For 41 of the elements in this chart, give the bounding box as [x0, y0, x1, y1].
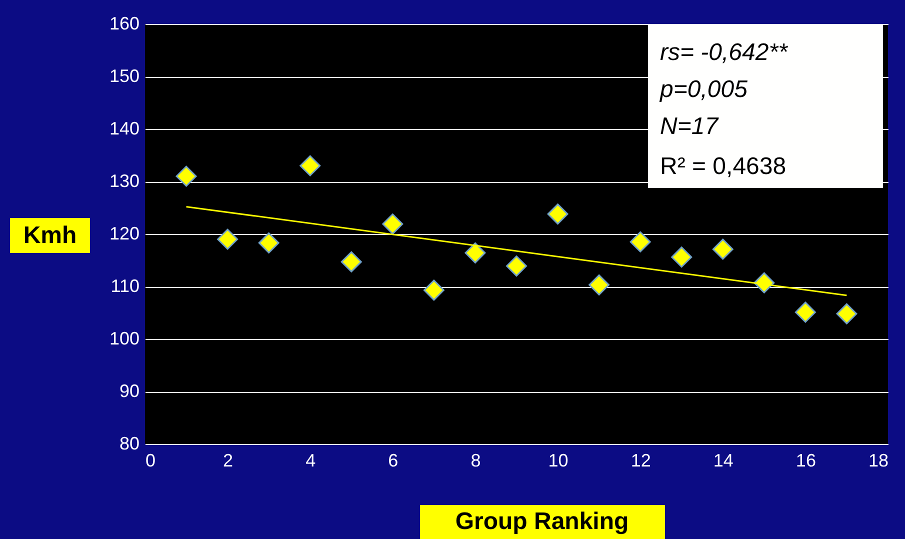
- x-tick-label: 2: [223, 450, 234, 470]
- point: [217, 228, 238, 250]
- y-tick-label: 130: [109, 171, 140, 191]
- point: [382, 214, 404, 235]
- y-axis-title: Kmh: [23, 222, 77, 249]
- x-tick-label: 16: [796, 450, 816, 470]
- y-tick-label: 160: [109, 14, 140, 34]
- x-tick-label: 4: [306, 450, 316, 470]
- y-tick-label: 80: [119, 434, 140, 454]
- point: [588, 274, 610, 296]
- annotation: N=17: [660, 113, 720, 140]
- y-tick-label: 120: [109, 224, 140, 244]
- x-tick-label: 0: [146, 450, 156, 470]
- annotation: R² = 0,4638: [660, 153, 786, 180]
- point: [671, 246, 692, 268]
- point: [464, 242, 486, 264]
- point: [630, 231, 651, 252]
- point: [300, 155, 321, 176]
- point: [423, 280, 444, 301]
- x-tick-label: 18: [868, 450, 888, 470]
- x-axis-title: Group Ranking: [455, 508, 629, 535]
- y-tick-label: 90: [119, 381, 140, 401]
- point: [547, 204, 568, 225]
- point: [176, 166, 197, 187]
- x-tick-label: 6: [388, 450, 398, 470]
- point: [258, 232, 280, 254]
- point: [836, 303, 858, 324]
- point: [712, 238, 734, 260]
- annotation: p=0,005: [659, 76, 748, 103]
- annotation: rs= -0,642**: [660, 39, 788, 66]
- point: [506, 256, 527, 277]
- point: [340, 251, 362, 272]
- y-tick-label: 110: [110, 276, 140, 296]
- y-tick-label: 140: [109, 118, 140, 138]
- point: [794, 302, 816, 323]
- x-tick-label: 10: [548, 450, 568, 470]
- x-tick-label: 14: [713, 450, 734, 470]
- y-tick-label: 150: [109, 66, 140, 86]
- y-tick-label: 100: [109, 328, 140, 348]
- x-tick-label: 12: [630, 450, 651, 470]
- x-tick-label: 8: [470, 450, 481, 470]
